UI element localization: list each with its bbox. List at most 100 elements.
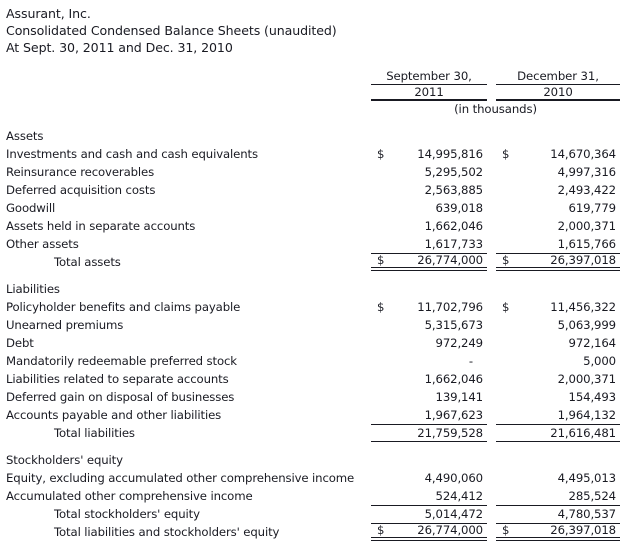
value-december-31-2010: 21,616,481	[496, 424, 620, 442]
dollar-sign: $	[377, 523, 385, 537]
value-december-31-2010: 1,615,766	[496, 235, 620, 253]
amount-2011: 21,759,528	[417, 425, 483, 440]
amount-2010: 4,495,013	[557, 470, 617, 485]
value-december-31-2010	[496, 280, 620, 298]
dollar-sign: $	[502, 146, 510, 161]
amount-2010: 2,000,371	[557, 371, 617, 386]
table-row: Total liabilities 21,759,528 21,616,481	[6, 424, 620, 442]
amount-2010: 619,779	[568, 200, 617, 215]
dollar-sign: $	[377, 253, 385, 267]
amount-2011: 972,249	[435, 335, 484, 350]
value-september-30-2011: 4,490,060	[371, 469, 487, 487]
table-row: Accumulated other comprehensive income 5…	[6, 487, 620, 505]
dollar-sign: $	[377, 146, 385, 161]
table-row: Total liabilities and stockholders' equi…	[6, 523, 620, 541]
amount-2010: 11,456,322	[550, 299, 616, 314]
table-header: September 30, December 31, 2011 2010 (in…	[6, 69, 620, 118]
table-row: Unearned premiums 5,315,673 5,063,999	[6, 316, 620, 334]
amount-2010: 4,997,316	[557, 164, 617, 179]
table-row: Deferred acquisition costs 2,563,885 2,4…	[6, 181, 620, 199]
row-label: Investments and cash and cash equivalent…	[6, 147, 258, 161]
value-december-31-2010: $14,670,364	[496, 145, 620, 163]
row-label: Total liabilities	[54, 426, 135, 440]
table-row: Debt 972,249 972,164	[6, 334, 620, 352]
amount-2011: 4,490,060	[424, 470, 484, 485]
column-header-september-30: September 30,	[371, 69, 487, 85]
value-december-31-2010: $11,456,322	[496, 298, 620, 316]
title-block: Assurant, Inc. Consolidated Condensed Ba…	[6, 5, 620, 56]
dollar-sign: $	[377, 299, 385, 314]
row-label: Debt	[6, 336, 34, 350]
amount-2010: 26,397,018	[550, 523, 616, 537]
amount-2010: 14,670,364	[550, 146, 616, 161]
value-september-30-2011: 2,563,885	[371, 181, 487, 199]
value-september-30-2011: 5,014,472	[371, 505, 487, 523]
amount-2010: 2,000,371	[557, 218, 617, 233]
value-september-30-2011: 972,249	[371, 334, 487, 352]
amount-2011: 524,412	[435, 488, 484, 503]
value-december-31-2010: 4,495,013	[496, 469, 620, 487]
amount-2010: 1,964,132	[557, 407, 617, 422]
value-december-31-2010: 619,779	[496, 199, 620, 217]
row-label: Accounts payable and other liabilities	[6, 408, 222, 422]
column-year-row: 2011 2010	[6, 85, 620, 101]
value-september-30-2011: 139,141	[371, 388, 487, 406]
header-spacer	[6, 101, 371, 118]
amount-2011: 26,774,000	[417, 253, 483, 267]
value-september-30-2011: 5,315,673	[371, 316, 487, 334]
amount-2010: 4,780,537	[557, 507, 617, 521]
row-label: Liabilities related to separate accounts	[6, 372, 229, 386]
table-row: Other assets 1,617,733 1,615,766	[6, 235, 620, 253]
row-label: Deferred acquisition costs	[6, 183, 156, 197]
units-note: (in thousands)	[454, 102, 537, 116]
value-september-30-2011: 1,662,046	[371, 370, 487, 388]
value-december-31-2010: 285,524	[496, 487, 620, 505]
value-december-31-2010: 154,493	[496, 388, 620, 406]
amount-2010: 5,063,999	[557, 317, 617, 332]
table-row: Liabilities	[6, 280, 620, 298]
table-row: Accounts payable and other liabilities 1…	[6, 406, 620, 424]
row-label: Assets held in separate accounts	[6, 219, 196, 233]
value-september-30-2011: 1,967,623	[371, 406, 487, 424]
table-row: Total stockholders' equity 5,014,472 4,7…	[6, 505, 620, 523]
value-december-31-2010: 2,000,371	[496, 370, 620, 388]
value-december-31-2010: $26,397,018	[496, 253, 620, 271]
table-row: Liabilities related to separate accounts…	[6, 370, 620, 388]
amount-2011: 5,014,472	[424, 507, 484, 521]
value-september-30-2011: 1,617,733	[371, 235, 487, 253]
table-row: Equity, excluding accumulated other comp…	[6, 469, 620, 487]
amount-2011: 14,995,816	[417, 146, 483, 161]
row-label: Goodwill	[6, 201, 56, 215]
amount-2011: 1,662,046	[424, 371, 484, 386]
row-label: Policyholder benefits and claims payable	[6, 300, 241, 314]
value-december-31-2010: 972,164	[496, 334, 620, 352]
value-september-30-2011	[371, 280, 487, 298]
row-label: Equity, excluding accumulated other comp…	[6, 471, 355, 485]
amount-2010: 2,493,422	[557, 182, 617, 197]
amount-2011: 5,315,673	[424, 317, 484, 332]
table-row: Assets	[6, 127, 620, 145]
header-spacer	[6, 69, 371, 85]
value-december-31-2010: 4,780,537	[496, 505, 620, 523]
table-row: Deferred gain on disposal of businesses …	[6, 388, 620, 406]
row-label: Total liabilities and stockholders' equi…	[54, 525, 280, 539]
dollar-sign: $	[502, 253, 510, 267]
row-label: Stockholders' equity	[6, 453, 123, 467]
amount-2010: 154,493	[568, 389, 617, 404]
dollar-sign: $	[502, 299, 510, 314]
row-label: Assets	[6, 129, 44, 143]
value-september-30-2011: 1,662,046	[371, 217, 487, 235]
amount-2011: 139,141	[435, 389, 484, 404]
value-december-31-2010: 1,964,132	[496, 406, 620, 424]
column-header-december-31: December 31,	[496, 69, 620, 85]
value-september-30-2011	[371, 127, 487, 145]
row-label: Reinsurance recoverables	[6, 165, 155, 179]
value-december-31-2010: 4,997,316	[496, 163, 620, 181]
value-september-30-2011: 21,759,528	[371, 424, 487, 442]
value-september-30-2011: -	[371, 352, 487, 370]
amount-2011: 5,295,502	[424, 164, 484, 179]
dollar-sign: $	[502, 523, 510, 537]
value-december-31-2010	[496, 451, 620, 469]
column-header-2010: 2010	[496, 85, 620, 101]
